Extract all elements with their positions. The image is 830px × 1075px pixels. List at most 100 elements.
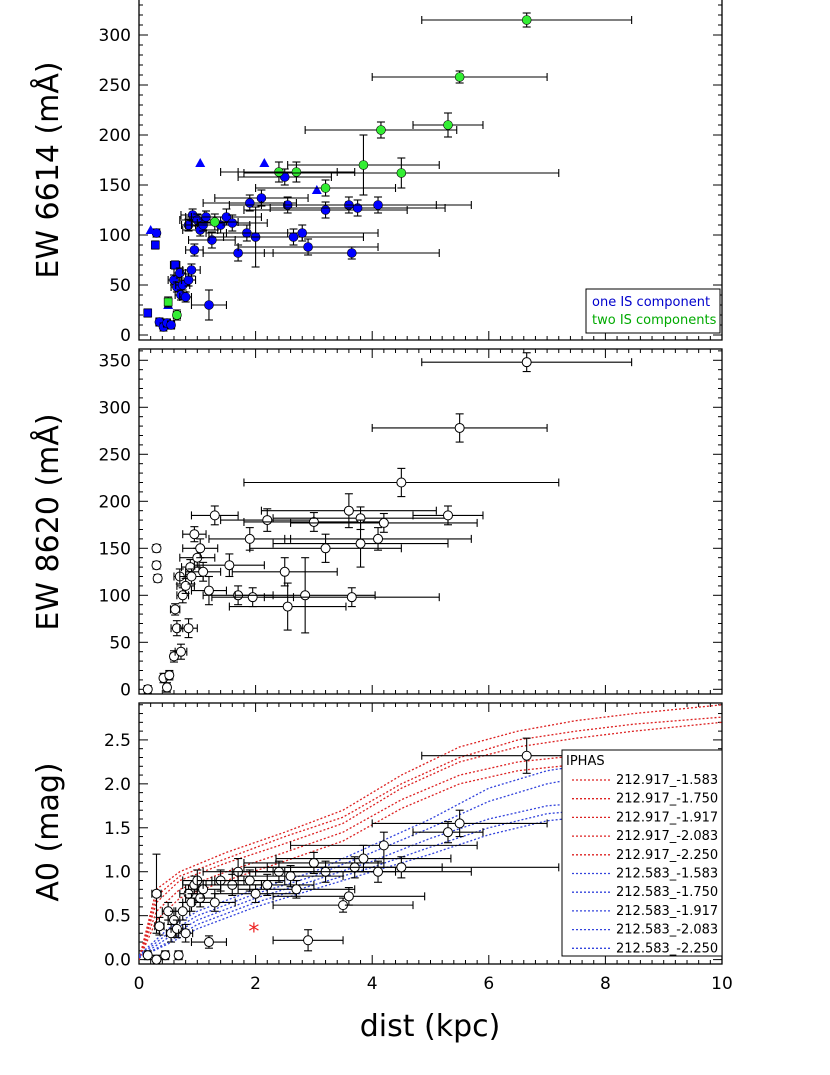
ew8620-point: [168, 651, 179, 662]
ew8620-point: [195, 543, 206, 554]
y-tick-label: 0: [120, 680, 131, 700]
curve-212.917_-2.250: [139, 763, 577, 960]
x-tick-label: 8: [600, 974, 611, 994]
y-tick-label: 300: [99, 26, 131, 46]
y-tick-label: 300: [99, 398, 131, 418]
y-tick-label: 250: [99, 445, 131, 465]
y-tick-label: 200: [99, 126, 131, 146]
a0-point: [154, 921, 165, 932]
a0-point: [209, 897, 220, 908]
y-tick-label: 1.5: [104, 819, 131, 839]
a0-point: [291, 884, 302, 895]
one-is-point: [297, 228, 308, 238]
ew8620-point: [189, 529, 200, 540]
y-tick-label: 2.5: [104, 731, 131, 751]
panel-ew6614: 0 50 100 150 200 250 300 one IS component two IS…: [99, 0, 723, 346]
ew8620-point: [320, 543, 331, 554]
ew8620-point: [244, 533, 255, 544]
a0-point: [303, 935, 314, 946]
a0-point: [285, 871, 296, 882]
one-is-point: [259, 158, 270, 167]
a0-point: [262, 879, 273, 890]
y-tick-label: 150: [99, 539, 131, 559]
legend-entry: two IS components: [592, 313, 717, 328]
ew8620-point: [300, 590, 311, 601]
a0-point: [244, 875, 255, 886]
one-is-point: [189, 245, 200, 255]
a0-point: [308, 857, 319, 868]
iphas-legend-entry: 212.917_-1.917: [616, 810, 718, 825]
one-is-point: [175, 268, 185, 278]
iphas-legend-entry: 212.917_-1.750: [616, 792, 718, 807]
x-tick-label: 10: [711, 974, 733, 994]
red-star-marker: *: [248, 920, 259, 945]
y-tick-label: 0: [120, 326, 131, 346]
y-axis-title-ew8620: EW 8620 (mÅ): [30, 413, 66, 630]
one-is-point: [183, 275, 194, 285]
iphas-legend-entry: 212.917_-2.250: [616, 848, 718, 863]
x-tick-label: 2: [250, 974, 261, 994]
two-is-point: [320, 183, 331, 193]
ew8620-point: [442, 510, 453, 521]
legend-box: [585, 288, 721, 334]
ew8620-point: [396, 477, 407, 488]
a0-point: [521, 750, 532, 761]
iphas-legend-title: IPHAS: [566, 754, 605, 769]
ew8620-point: [308, 516, 319, 527]
ew8620-point: [175, 646, 186, 657]
ew8620-point: [454, 422, 465, 433]
a0-point: [142, 950, 153, 961]
two-is-point: [521, 15, 532, 25]
ew8620-point: [186, 571, 197, 582]
a0-point: [442, 827, 453, 838]
two-is-point: [209, 217, 220, 227]
ew8620-point: [378, 517, 389, 528]
x-axis-title: dist (kpc): [360, 1009, 501, 1044]
ew8620-point: [224, 560, 235, 571]
a0-point: [151, 954, 162, 965]
ew8620-point: [151, 543, 162, 554]
one-is-point: [311, 185, 322, 194]
ew8620-point: [198, 566, 209, 577]
ew8620-point: [180, 580, 191, 591]
two-is-point: [376, 125, 386, 135]
ew8620-point: [183, 623, 194, 634]
ew8620-point: [521, 357, 532, 368]
one-is-point: [145, 225, 156, 234]
y-tick-label: 100: [99, 586, 131, 606]
two-is-point: [358, 160, 369, 170]
ew8620-point: [170, 604, 181, 615]
ew8620-point: [343, 505, 354, 516]
two-is-point: [163, 297, 173, 307]
y-tick-label: 150: [99, 176, 131, 196]
one-is-point: [288, 232, 299, 242]
one-is-point: [352, 203, 363, 213]
two-is-point: [443, 120, 453, 130]
a0-point: [160, 950, 171, 961]
y-tick-label: 350: [99, 351, 131, 371]
plot-frame: [138, 348, 723, 695]
one-is-point: [186, 265, 197, 275]
iphas-legend-entry: 212.583_-1.583: [616, 867, 718, 882]
ew8620-point: [355, 538, 366, 549]
ew8620-point: [161, 682, 172, 693]
iphas-legend-box: [561, 749, 723, 957]
y-tick-label: 50: [109, 633, 131, 653]
ew8620-point: [346, 592, 357, 603]
two-is-point: [396, 168, 407, 178]
one-is-point: [166, 320, 176, 330]
one-is-point: [180, 292, 191, 302]
ew8620-point: [209, 510, 220, 521]
ew8620-point: [279, 566, 290, 577]
one-is-point: [346, 248, 357, 258]
y-tick-label: 2.0: [104, 775, 131, 795]
iphas-legend-entry: 212.583_-1.750: [616, 885, 718, 900]
x-tick-label: 4: [367, 974, 378, 994]
one-is-point: [244, 198, 255, 208]
iphas-legend-entry: 212.917_-2.083: [616, 829, 718, 844]
ew8620-point: [142, 684, 153, 695]
iphas-legend-entry: 212.583_-1.917: [616, 904, 718, 919]
a0-point: [171, 923, 182, 934]
y-tick-label: 0.0: [104, 951, 131, 971]
